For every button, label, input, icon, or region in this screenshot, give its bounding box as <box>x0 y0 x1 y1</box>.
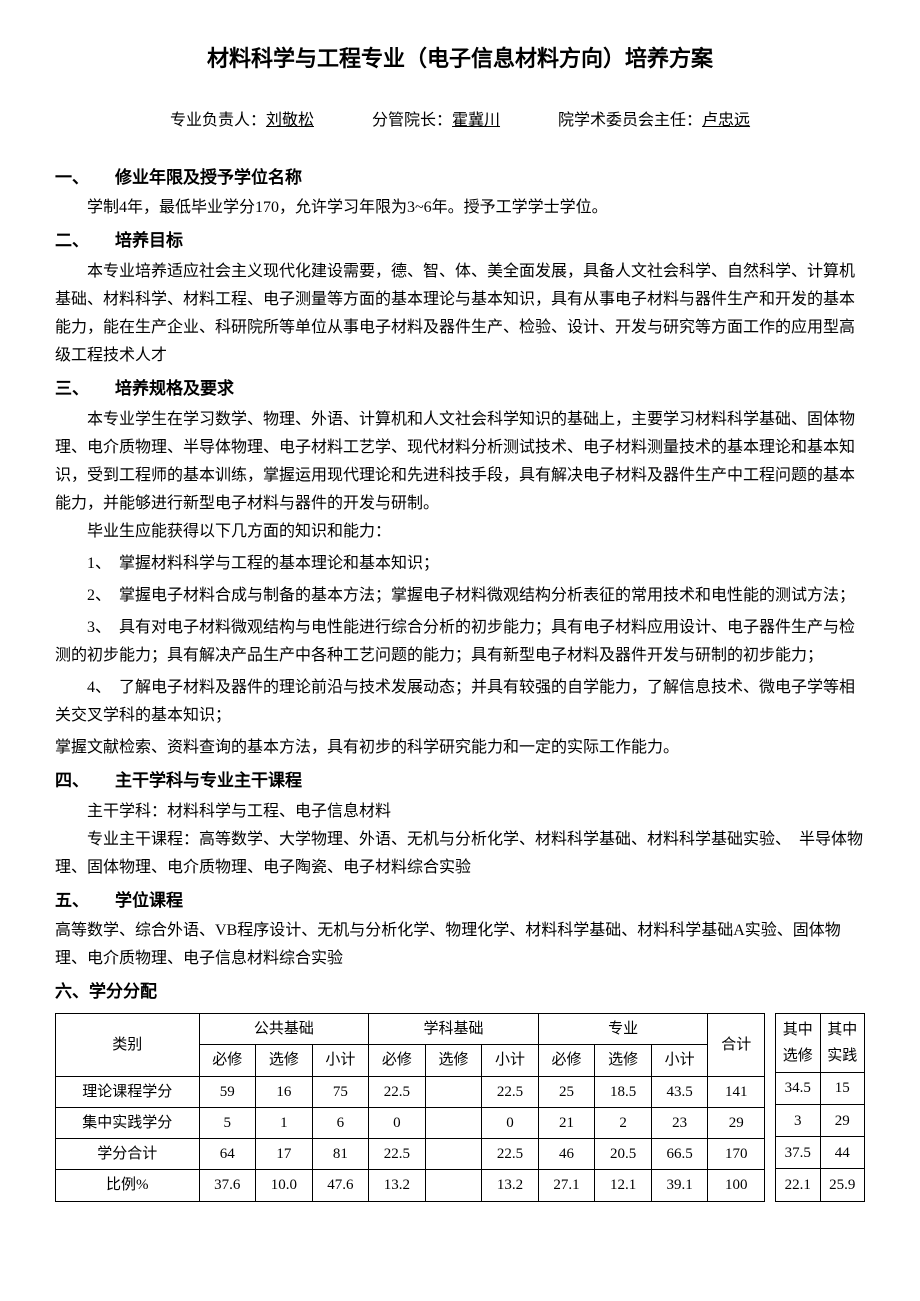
section-6-heading: 六、学分分配 <box>55 977 865 1007</box>
section-3-item-3: 3、 具有对电子材料微观结构与电性能进行综合分析的初步能力；具有电子材料应用设计… <box>55 614 865 670</box>
section-3-item-1: 1、 掌握材料科学与工程的基本理论和基本知识； <box>55 550 865 578</box>
col-total: 合计 <box>708 1014 765 1077</box>
section-1-heading: 一、修业年限及授予学位名称 <box>55 163 865 193</box>
credits-table-main: 类别 公共基础 学科基础 专业 合计 必修选修小计 必修选修小计 必修选修小计 … <box>55 1013 765 1202</box>
col-public: 公共基础 <box>199 1014 369 1045</box>
table-row: 学分合计64178122.522.54620.566.5170 <box>56 1139 765 1170</box>
table-row: 理论课程学分59167522.522.52518.543.5141 <box>56 1076 765 1107</box>
section-5-heading: 五、学位课程 <box>55 886 865 916</box>
section-5-p1: 高等数学、综合外语、VB程序设计、无机与分析化学、物理化学、材料科学基础、材料科… <box>55 917 865 973</box>
table-row: 22.125.9 <box>776 1169 865 1201</box>
col-category: 类别 <box>56 1014 200 1077</box>
dean-name: 霍冀川 <box>452 112 500 129</box>
section-4-heading: 四、主干学科与专业主干课程 <box>55 766 865 796</box>
credits-table-side: 其中选修其中实践 34.51532937.54422.125.9 <box>775 1013 865 1202</box>
page-title: 材料科学与工程专业（电子信息材料方向）培养方案 <box>55 40 865 79</box>
table-header-row: 类别 公共基础 学科基础 专业 合计 <box>56 1014 765 1045</box>
table-row: 比例%37.610.047.613.213.227.112.139.1100 <box>56 1170 765 1201</box>
section-3-p1: 本专业学生在学习数学、物理、外语、计算机和人文社会科学知识的基础上，主要学习材料… <box>55 406 865 518</box>
committee-name: 卢忠远 <box>702 112 750 129</box>
committee-label: 院学术委员会主任： <box>558 112 702 129</box>
section-4-p1: 主干学科：材料科学与工程、电子信息材料 <box>55 798 865 826</box>
col-major: 专业 <box>538 1014 708 1045</box>
section-4-p2: 专业主干课程：高等数学、大学物理、外语、无机与分析化学、材料科学基础、材料科学基… <box>55 826 865 882</box>
table-row: 集中实践学分516002122329 <box>56 1107 765 1138</box>
credits-table-wrap: 类别 公共基础 学科基础 专业 合计 必修选修小计 必修选修小计 必修选修小计 … <box>55 1009 865 1202</box>
section-2-heading: 二、培养目标 <box>55 226 865 256</box>
table-row: 329 <box>776 1105 865 1137</box>
section-3-item-4: 4、 了解电子材料及器件的理论前沿与技术发展动态；并具有较强的自学能力，了解信息… <box>55 674 865 730</box>
section-1-body: 学制4年，最低毕业学分170，允许学习年限为3~6年。授予工学学士学位。 <box>55 194 865 222</box>
section-3-item-2: 2、 掌握电子材料合成与制备的基本方法；掌握电子材料微观结构分析表征的常用技术和… <box>55 582 865 610</box>
section-3-p3: 掌握文献检索、资料查询的基本方法，具有初步的科学研究能力和一定的实际工作能力。 <box>55 734 865 762</box>
leader-name: 刘敬松 <box>266 112 314 129</box>
col-of-elective: 其中选修 <box>776 1014 821 1073</box>
dean-label: 分管院长： <box>372 112 452 129</box>
table-row: 34.515 <box>776 1073 865 1105</box>
section-3-heading: 三、培养规格及要求 <box>55 374 865 404</box>
signoff-line: 专业负责人：刘敬松 分管院长：霍冀川 院学术委员会主任：卢忠远 <box>55 107 865 135</box>
col-of-practice: 其中实践 <box>820 1014 865 1073</box>
table-row: 37.544 <box>776 1137 865 1169</box>
section-2-body: 本专业培养适应社会主义现代化建设需要，德、智、体、美全面发展，具备人文社会科学、… <box>55 258 865 370</box>
section-3-p2: 毕业生应能获得以下几方面的知识和能力： <box>55 518 865 546</box>
col-subject: 学科基础 <box>369 1014 539 1045</box>
leader-label: 专业负责人： <box>170 112 266 129</box>
